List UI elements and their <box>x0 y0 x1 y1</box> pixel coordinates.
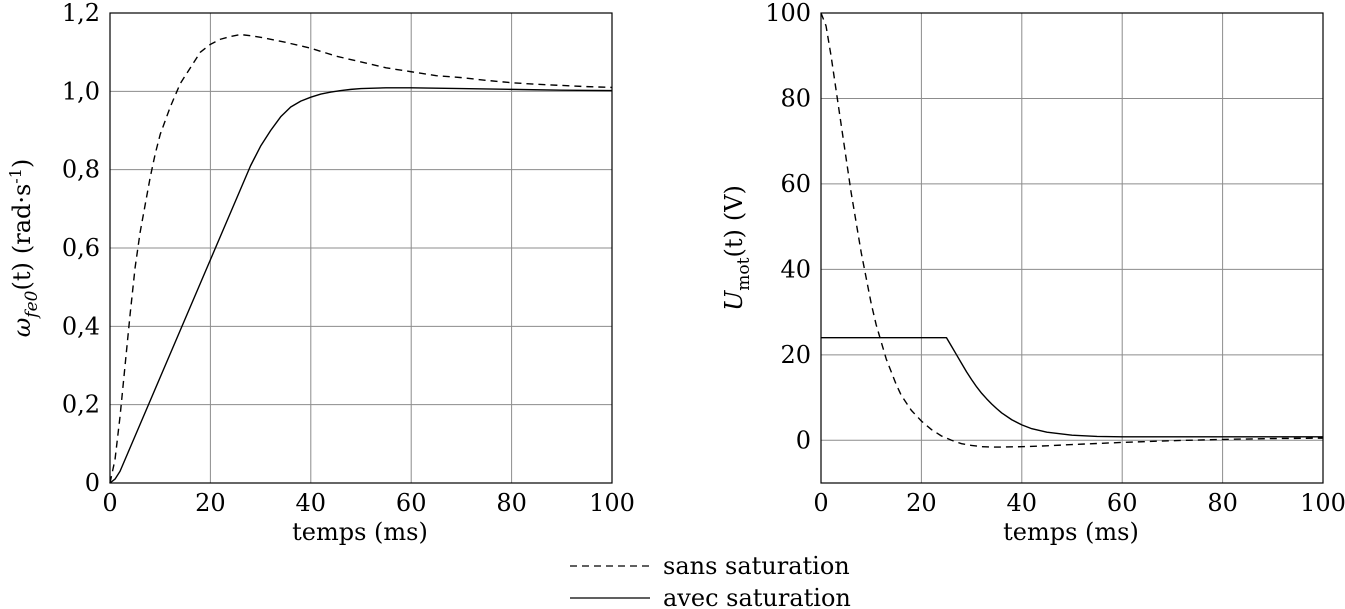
x-tick-label: 80 <box>1207 489 1238 517</box>
legend-solid-label: avec saturation <box>663 584 851 609</box>
x-axis-label-left: temps (ms) <box>292 518 428 546</box>
y-tick-label: 20 <box>780 341 811 369</box>
x-tick-label: 0 <box>813 489 828 517</box>
x-axis-label-right: temps (ms) <box>1003 518 1139 546</box>
ylabel-symbol: ω <box>8 318 36 338</box>
y-tick-label: 80 <box>780 84 811 112</box>
plot-frame <box>109 12 613 484</box>
y-tick-label: 0,2 <box>62 391 100 419</box>
y-tick-label: 100 <box>765 0 811 27</box>
x-tick-label: 40 <box>296 489 327 517</box>
y-tick-label: 0,6 <box>62 234 100 262</box>
x-tick-label: 100 <box>1300 489 1345 517</box>
y-tick-label: 40 <box>780 255 811 283</box>
x-tick-label: 20 <box>195 489 226 517</box>
x-tick-label: 100 <box>589 489 635 517</box>
y-tick-label: 0,4 <box>62 312 100 340</box>
series-line-sans-saturation <box>109 33 613 484</box>
legend: sans saturation avec saturation <box>570 552 851 609</box>
y-tick-label: 0 <box>796 426 811 454</box>
y-tick-label: 1,2 <box>62 0 100 27</box>
ylabel-subscript: fe0 <box>22 290 42 319</box>
x-tick-label: 20 <box>906 489 937 517</box>
ylabel-unit-superscript: -1 <box>6 168 25 184</box>
series-line-sans-saturation <box>820 12 1324 448</box>
plot-frame <box>820 12 1324 484</box>
x-tick-label: 60 <box>1107 489 1138 517</box>
y-axis-label-umot: Umot(t) (V) <box>720 185 754 311</box>
ylabel-unit-prefix: (rad·s <box>8 184 36 254</box>
y-tick-label: 1,0 <box>62 77 100 105</box>
ylabel-argument: (t) <box>720 229 748 257</box>
y-axis-label-omega: ωfe0(t) (rad·s-1) <box>6 159 42 338</box>
ylabel-unit-suffix: ) <box>8 159 36 168</box>
x-tick-label: 60 <box>396 489 427 517</box>
x-tick-label: 0 <box>102 489 117 517</box>
y-tick-label: 60 <box>780 170 811 198</box>
legend-dashed-label: sans saturation <box>663 552 850 580</box>
ylabel-subscript: mot <box>734 257 754 290</box>
x-tick-label: 40 <box>1007 489 1038 517</box>
series-line-avec-saturation <box>109 87 613 484</box>
chart-motor-voltage: 0 20 40 60 80 100 0 20 40 60 80 100 <box>765 0 1345 517</box>
y-tick-label: 0 <box>85 469 100 497</box>
y-tick-label: 0,8 <box>62 156 100 184</box>
ylabel-argument: (t) <box>8 262 36 290</box>
x-tick-label: 80 <box>496 489 527 517</box>
ylabel-symbol: U <box>720 290 748 311</box>
series-line-avec-saturation <box>821 337 1323 438</box>
ylabel-unit: (V) <box>720 185 748 221</box>
chart-angular-velocity: 0 20 40 60 80 100 0 0,2 0,4 0,6 0,8 1,0 1,2 <box>62 0 635 517</box>
